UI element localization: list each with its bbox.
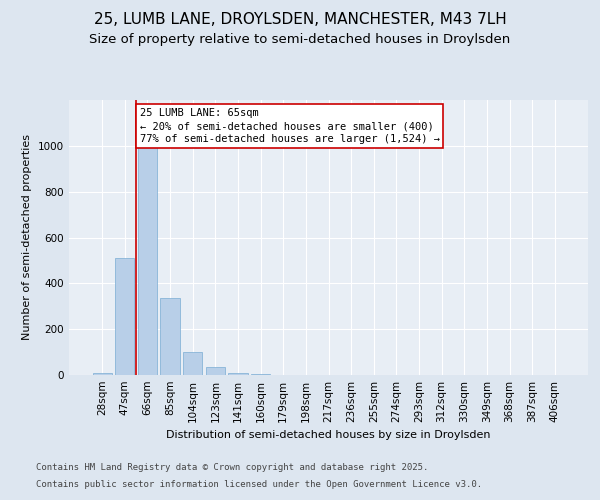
Text: 25 LUMB LANE: 65sqm
← 20% of semi-detached houses are smaller (400)
77% of semi-: 25 LUMB LANE: 65sqm ← 20% of semi-detach…: [140, 108, 440, 144]
Text: Contains HM Land Registry data © Crown copyright and database right 2025.: Contains HM Land Registry data © Crown c…: [36, 464, 428, 472]
Bar: [138, 146, 157, 375]
Bar: [92, 372, 112, 375]
Bar: [206, 367, 225, 375]
Text: Size of property relative to semi-detached houses in Droylsden: Size of property relative to semi-detach…: [89, 32, 511, 46]
Bar: [183, 352, 202, 375]
Bar: [115, 258, 134, 375]
Bar: [229, 372, 248, 375]
Text: Contains public sector information licensed under the Open Government Licence v3: Contains public sector information licen…: [36, 480, 482, 489]
X-axis label: Distribution of semi-detached houses by size in Droylsden: Distribution of semi-detached houses by …: [166, 430, 491, 440]
Bar: [251, 374, 270, 375]
Bar: [160, 298, 180, 375]
Text: 25, LUMB LANE, DROYLSDEN, MANCHESTER, M43 7LH: 25, LUMB LANE, DROYLSDEN, MANCHESTER, M4…: [94, 12, 506, 28]
Y-axis label: Number of semi-detached properties: Number of semi-detached properties: [22, 134, 32, 340]
